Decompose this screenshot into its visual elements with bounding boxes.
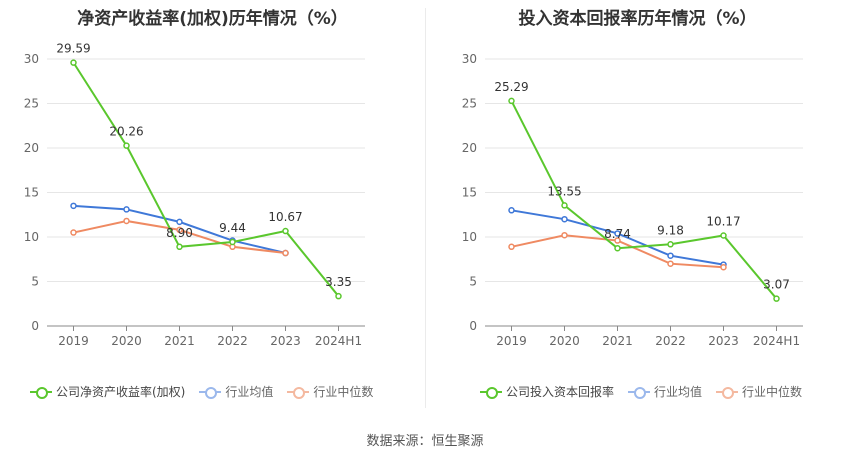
x-tick-label: 2022 xyxy=(217,334,248,348)
data-point-median xyxy=(70,229,77,236)
data-label: 3.35 xyxy=(325,275,352,289)
data-point-avg xyxy=(614,230,621,237)
y-tick-label: 0 xyxy=(469,319,477,333)
data-label: 20.26 xyxy=(109,125,143,139)
x-tick-label: 2021 xyxy=(602,334,633,348)
y-tick-label: 10 xyxy=(24,230,39,244)
data-point-median xyxy=(614,237,621,244)
legend-item-avg[interactable]: 行业均值 xyxy=(199,383,273,400)
x-tick-label: 2023 xyxy=(270,334,301,348)
legend-item-company[interactable]: 公司投入资本回报率 xyxy=(480,383,614,400)
data-point-median xyxy=(508,243,515,251)
data-label: 25.29 xyxy=(494,80,528,94)
legend-avg-label: 行业均值 xyxy=(654,385,703,399)
data-point-company xyxy=(335,292,342,300)
data-point-company xyxy=(561,202,568,209)
roe-chart-legend: 公司净资产收益率(加权) 行业均值 行业中位数 xyxy=(30,383,373,400)
x-tick-label: 2019 xyxy=(58,334,89,348)
roic-chart-legend: 公司投入资本回报率 行业均值 行业中位数 xyxy=(480,383,802,400)
roic-chart-plot: 0 5 10 15 20 25 30 2019 2020 2021 2022 2023 2024H1 25… xyxy=(462,52,803,348)
legend-item-median[interactable]: 行业中位数 xyxy=(716,383,802,400)
legend-item-company[interactable]: 公司净资产收益率(加权) xyxy=(30,383,185,400)
data-point-company xyxy=(229,238,236,246)
data-point-median xyxy=(123,217,130,225)
data-point-avg xyxy=(667,252,674,259)
data-label: 9.44 xyxy=(219,221,246,235)
data-point-company xyxy=(667,241,674,248)
legend-median-swatch xyxy=(287,386,310,399)
data-label: 10.67 xyxy=(268,210,302,224)
y-tick-label: 15 xyxy=(462,186,477,200)
data-point-median xyxy=(720,264,727,271)
legend-company-label: 公司投入资本回报率 xyxy=(506,385,615,399)
data-point-median xyxy=(282,249,289,257)
legend-avg-swatch xyxy=(628,386,651,399)
legend-median-label: 行业中位数 xyxy=(742,385,803,399)
data-point-median xyxy=(176,226,183,234)
x-tick-label: 2020 xyxy=(549,334,580,348)
legend-avg-swatch xyxy=(199,386,222,399)
legend-avg-label: 行业均值 xyxy=(225,385,274,399)
data-source-note: 数据来源：恒生聚源 xyxy=(366,434,484,449)
roic-chart-panel: 投入资本回报率历年情况（%） 0 5 10 15 20 25 30 2019 2020 2021 2… xyxy=(425,0,850,415)
data-point-median xyxy=(667,260,674,267)
data-label: 29.59 xyxy=(56,42,90,56)
x-tick-label: 2021 xyxy=(164,334,195,348)
legend-median-label: 行业中位数 xyxy=(313,385,374,399)
y-tick-label: 0 xyxy=(31,319,39,333)
data-label: 10.17 xyxy=(706,214,740,228)
y-tick-label: 20 xyxy=(462,141,477,155)
series-line-company xyxy=(72,62,340,297)
legend-company-swatch xyxy=(30,386,52,399)
data-point-avg xyxy=(70,202,77,210)
data-point-company xyxy=(176,243,183,251)
y-tick-label: 5 xyxy=(469,275,477,289)
legend-company-swatch xyxy=(480,386,502,399)
data-point-median xyxy=(561,231,568,239)
x-tick-label: 2024H1 xyxy=(315,334,362,348)
data-point-company xyxy=(123,142,130,149)
legend-median-swatch xyxy=(716,386,739,399)
data-point-company xyxy=(282,227,289,235)
data-point-company xyxy=(70,59,77,66)
series-line-company xyxy=(510,100,778,300)
y-tick-label: 20 xyxy=(24,141,39,155)
roic-chart-title: 投入资本回报率历年情况（%） xyxy=(518,9,757,29)
data-label: 13.55 xyxy=(547,184,581,198)
y-tick-label: 25 xyxy=(24,97,39,111)
data-label: 8.90 xyxy=(166,226,193,240)
x-tick-label: 2023 xyxy=(708,334,739,348)
x-tick-label: 2022 xyxy=(655,334,686,348)
legend-item-median[interactable]: 行业中位数 xyxy=(287,383,373,400)
data-point-company xyxy=(720,232,727,239)
y-tick-label: 15 xyxy=(24,186,39,200)
data-point-avg xyxy=(561,215,568,223)
y-tick-label: 25 xyxy=(462,97,477,111)
legend-item-avg[interactable]: 行业均值 xyxy=(628,383,702,400)
y-tick-label: 30 xyxy=(462,52,477,66)
data-point-avg xyxy=(123,206,130,213)
y-tick-label: 5 xyxy=(31,275,39,289)
data-label: 3.07 xyxy=(763,278,790,292)
y-tick-label: 10 xyxy=(462,230,477,244)
data-label: 8.74 xyxy=(604,227,631,241)
roe-chart-panel: 净资产收益率(加权)历年情况（%） 0 5 10 15 20 25 30 2019 2020 20… xyxy=(0,0,425,415)
data-point-company xyxy=(773,295,780,302)
data-point-company xyxy=(614,244,621,252)
y-tick-label: 30 xyxy=(24,52,39,66)
x-tick-label: 2024H1 xyxy=(753,334,800,348)
x-tick-label: 2019 xyxy=(496,334,527,348)
data-label: 9.18 xyxy=(657,223,684,237)
data-point-avg xyxy=(176,218,183,226)
x-tick-label: 2020 xyxy=(111,334,142,348)
roe-chart-title: 净资产收益率(加权)历年情况（%） xyxy=(77,9,348,29)
roe-chart-plot: 0 5 10 15 20 25 30 2019 2020 2021 2022 2023 2024H1 29… xyxy=(24,42,365,348)
data-point-avg xyxy=(508,207,515,214)
data-point-company xyxy=(508,97,515,105)
panel-divider xyxy=(425,8,426,408)
legend-company-label: 公司净资产收益率(加权) xyxy=(56,385,186,399)
